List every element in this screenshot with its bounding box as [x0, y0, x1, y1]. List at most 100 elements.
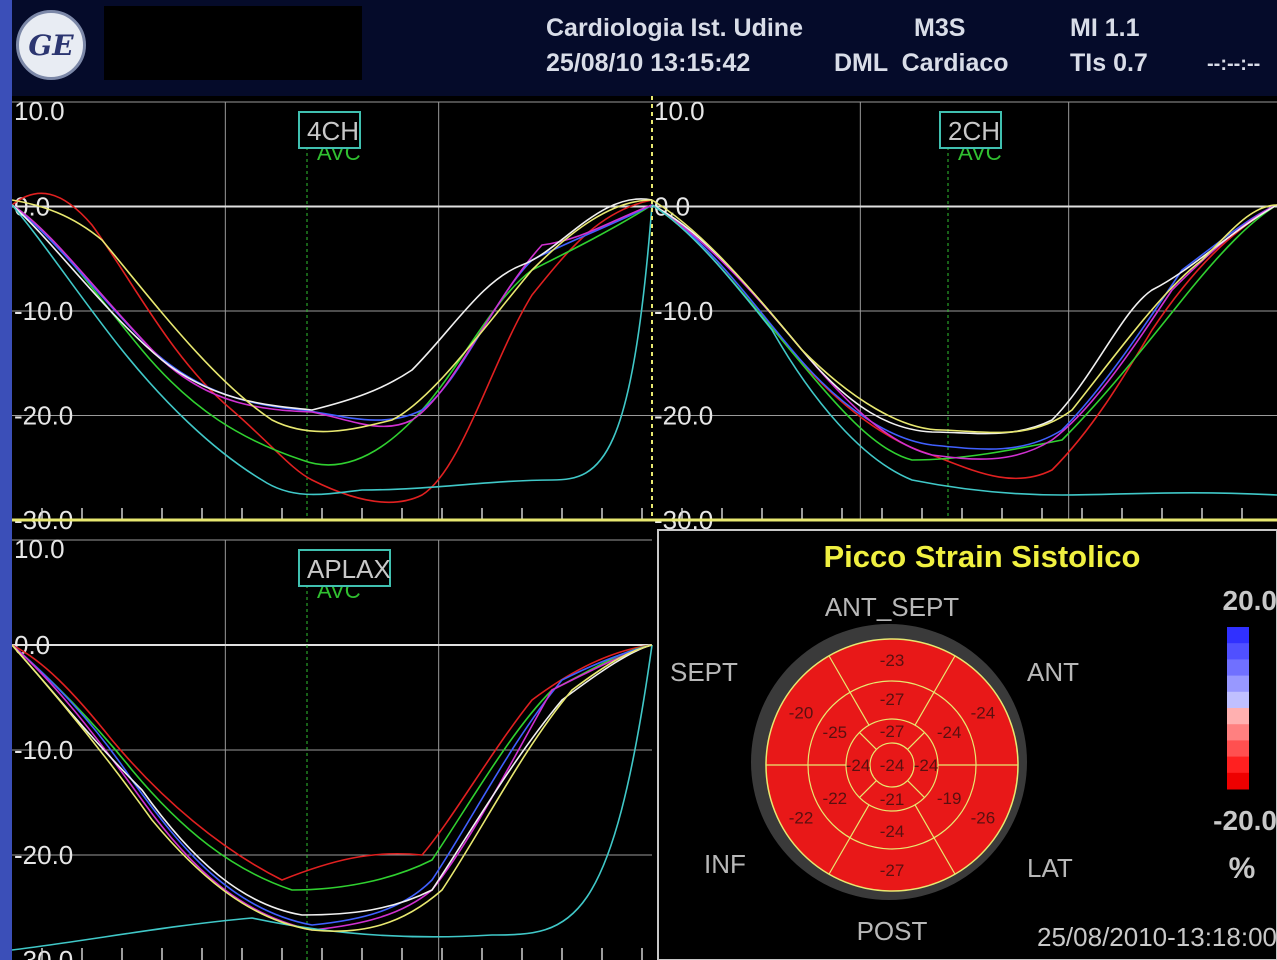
- segment-divider: [914, 655, 956, 726]
- scale-swatch: [1227, 627, 1249, 644]
- y-tick-label: -20.0: [654, 401, 713, 431]
- y-tick-label: -10.0: [654, 296, 713, 326]
- view-label-box: [298, 549, 391, 587]
- scale-swatch: [1227, 675, 1249, 693]
- segment-value-basal: -22: [789, 809, 814, 828]
- view-label: 2CH: [948, 116, 1000, 146]
- bullseye-panel: Picco Strain Sistolico ANT_SEPT SEPT ANT INF…: [657, 529, 1277, 960]
- scale-max-label: 20.0: [1223, 585, 1277, 616]
- strain-trace-red: [12, 192, 653, 503]
- scale-swatch: [1227, 724, 1249, 741]
- y-tick-label: -30.0: [14, 945, 73, 960]
- y-tick-label: 10.0: [14, 534, 65, 564]
- segment-value-basal: -27: [880, 861, 905, 880]
- scale-swatch: [1227, 691, 1249, 709]
- tis-value: TIs 0.7: [1070, 49, 1148, 77]
- strain-trace-yellow: [651, 199, 1277, 434]
- strain-trace-magenta: [651, 204, 1277, 460]
- view-label: APLAX: [307, 554, 391, 584]
- y-tick-label: -20.0: [14, 840, 73, 870]
- segment-value-basal: -23: [880, 651, 905, 670]
- scale-swatch: [1227, 643, 1249, 660]
- probe-label: M3S: [914, 14, 966, 42]
- view-label-box: [298, 111, 361, 149]
- segment-divider: [859, 732, 877, 750]
- label-inf: INF: [704, 849, 746, 879]
- ge-logo-icon: GE: [16, 10, 86, 80]
- strain-trace-cyan: [12, 204, 653, 496]
- y-tick-label: 10.0: [14, 96, 65, 126]
- strain-trace-yellow: [12, 644, 653, 933]
- segment-divider: [914, 804, 956, 875]
- segment-divider: [907, 732, 925, 750]
- segment-value-mid: -25: [823, 723, 848, 742]
- segment-value-mid: -27: [880, 690, 905, 709]
- label-lat: LAT: [1027, 853, 1073, 883]
- bullseye-ring: [869, 742, 915, 788]
- scale-swatch: [1227, 708, 1249, 725]
- label-ant-sept: ANT_SEPT: [825, 592, 959, 622]
- segment-value-basal: -20: [789, 704, 814, 723]
- ultrasound-screen: GE Cardiologia Ist. Udine 25/08/10 13:15…: [12, 0, 1277, 960]
- strain-trace-green: [12, 644, 653, 891]
- bullseye-timestamp: 25/08/2010-13:18:00: [1037, 922, 1277, 952]
- scale-unit-label: %: [1229, 852, 1256, 885]
- institution-label: Cardiologia Ist. Udine: [546, 14, 803, 42]
- y-tick-label: -10.0: [14, 735, 73, 765]
- y-tick-label: 10.0: [654, 96, 705, 126]
- scale-min-label: -20.0: [1213, 805, 1277, 836]
- view-label-box: [939, 111, 1002, 149]
- bullseye-title: Picco Strain Sistolico: [824, 539, 1141, 574]
- strain-trace-white: [651, 204, 1277, 435]
- segment-value-apical: -24: [914, 756, 939, 775]
- patient-name-redaction: [104, 6, 362, 80]
- strain-trace-cyan: [651, 204, 1277, 496]
- strain-trace-green: [651, 204, 1277, 461]
- segment-value-mid: -22: [823, 789, 848, 808]
- strain-trace-magenta: [12, 204, 653, 428]
- segment-value-apical: -21: [880, 790, 905, 809]
- segment-divider: [828, 655, 870, 726]
- strain-trace-white: [12, 644, 653, 916]
- strain-trace-yellow: [12, 199, 653, 433]
- segment-divider: [907, 780, 925, 798]
- segment-value-mid: -24: [880, 822, 905, 841]
- exam-datetime: 25/08/10 13:15:42: [546, 49, 751, 77]
- strain-trace-blue: [651, 204, 1277, 450]
- segment-value-basal: -26: [971, 809, 996, 828]
- y-tick-label: -10.0: [14, 296, 73, 326]
- y-tick-label: 0.0: [14, 192, 50, 222]
- strain-trace-cyan: [12, 644, 653, 951]
- y-tick-label: -20.0: [14, 401, 73, 431]
- view-label: 4CH: [307, 116, 359, 146]
- scale-swatch: [1227, 740, 1249, 758]
- strain-trace-blue: [12, 204, 653, 421]
- segment-value-apex: -24: [880, 756, 905, 775]
- preset-label: DML Cardiaco: [834, 49, 1009, 77]
- label-ant: ANT: [1027, 657, 1079, 687]
- segment-value-basal: -24: [971, 704, 996, 723]
- segment-value-mid: -19: [937, 789, 962, 808]
- y-tick-label: 0.0: [14, 630, 50, 660]
- label-post: POST: [857, 916, 928, 946]
- label-sept: SEPT: [670, 657, 738, 687]
- strain-trace-white: [12, 198, 653, 411]
- timer-readout: --:--:--: [1207, 53, 1261, 75]
- strain-trace-blue: [12, 644, 653, 926]
- header-bar: GE Cardiologia Ist. Udine 25/08/10 13:15…: [12, 0, 1277, 96]
- scale-swatch: [1227, 772, 1249, 790]
- strain-trace-red: [12, 644, 653, 881]
- segment-value-mid: -24: [937, 723, 962, 742]
- scale-swatch: [1227, 756, 1249, 774]
- strain-trace-red: [651, 204, 1277, 480]
- segment-divider: [828, 804, 870, 875]
- segment-divider: [859, 780, 877, 798]
- scale-swatch: [1227, 659, 1249, 677]
- segment-value-apical: -27: [880, 722, 905, 741]
- segment-value-apical: -24: [846, 756, 871, 775]
- mi-value: MI 1.1: [1070, 14, 1140, 42]
